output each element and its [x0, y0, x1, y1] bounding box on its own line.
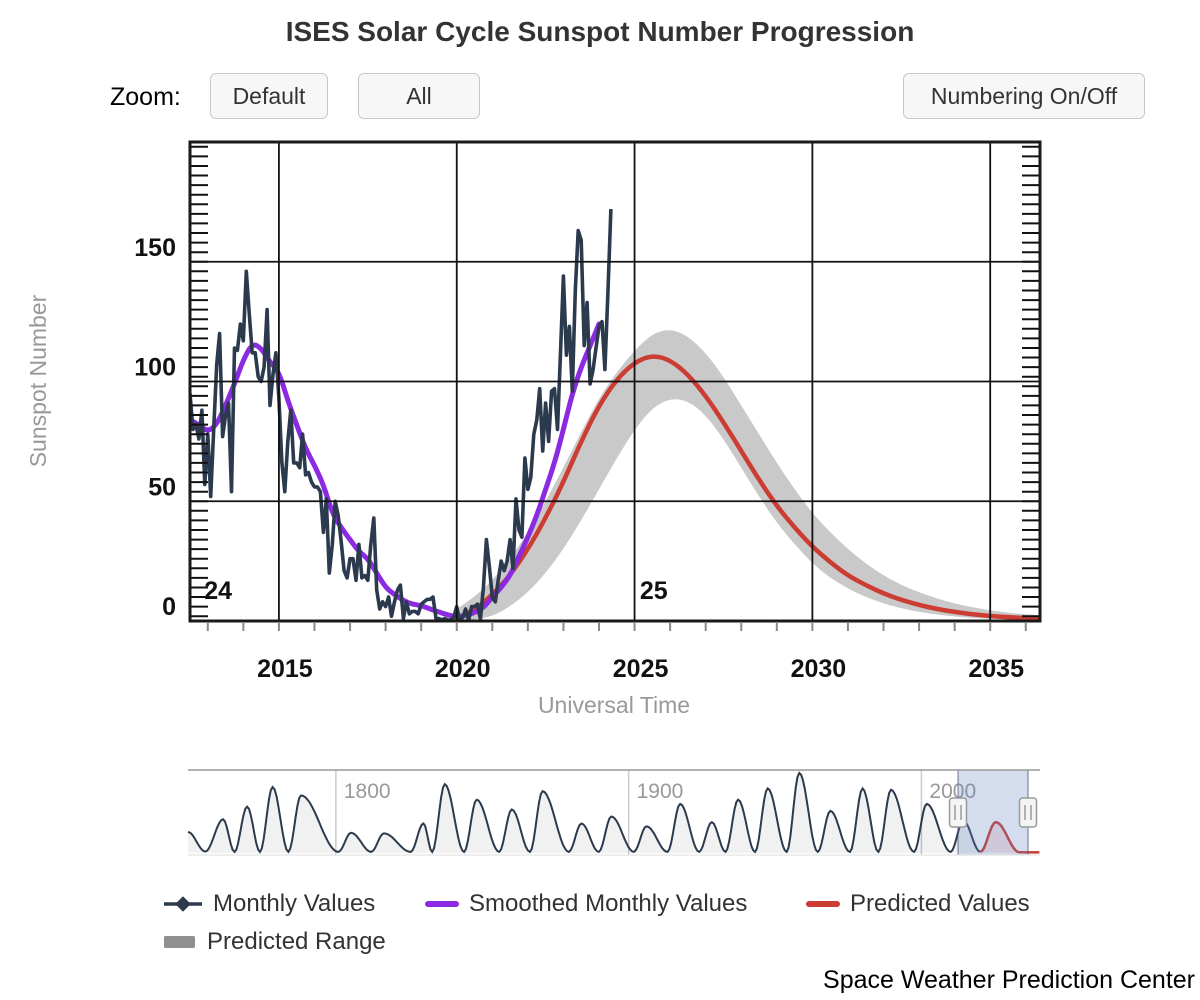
navigator-tick-label: 1900 [637, 780, 684, 803]
legend-label: Smoothed Monthly Values [469, 890, 748, 917]
cycle-number-label: 24 [204, 577, 232, 605]
legend-item-predicted-values[interactable]: Predicted Values [806, 890, 1030, 918]
monthly-values-line [190, 209, 613, 623]
x-axis-tick-label: 2015 [257, 655, 313, 683]
y-axis-tick-label: 100 [134, 354, 176, 382]
legend-item-predicted-range[interactable]: Predicted Range [163, 928, 386, 956]
x-axis-title: Universal Time [538, 692, 690, 718]
predicted-range-marker-icon [164, 936, 195, 948]
navigator-tick-label: 2000 [929, 780, 976, 803]
predicted-values-marker-icon [806, 901, 840, 907]
legend-item-monthly-values[interactable]: Monthly Values [163, 890, 375, 918]
legend-label: Predicted Values [850, 890, 1030, 917]
navigator-history-line [187, 771, 981, 854]
navigator-handle-left[interactable] [948, 797, 968, 828]
monthly-values-marker-icon [164, 896, 202, 912]
navigator-handle-right[interactable] [1018, 797, 1038, 828]
cycle-number-label: 25 [640, 577, 668, 605]
y-axis-tick-label: 50 [148, 473, 176, 501]
zoom-label: Zoom: [110, 83, 181, 111]
plot-frame [188, 140, 1042, 623]
legend-label: Predicted Range [207, 928, 386, 955]
legend-label: Monthly Values [213, 890, 376, 917]
page-title: ISES Solar Cycle Sunspot Number Progress… [285, 16, 915, 47]
navigator-predicted-area [980, 822, 1040, 853]
smoothed-values-marker-icon [425, 901, 459, 907]
y-axis-tick-label: 150 [134, 234, 176, 262]
navigator-predicted-line [979, 820, 1040, 854]
navigator-background [188, 770, 1040, 855]
x-axis-tick-label: 2035 [968, 655, 1024, 683]
x-axis-tick-label: 2020 [435, 655, 491, 683]
navigator-tick-label: 1800 [344, 780, 391, 803]
x-axis-tick-label: 2030 [791, 655, 847, 683]
x-axis-tick-label: 2025 [613, 655, 669, 683]
predicted-values-line [454, 354, 1040, 621]
zoom-all-button[interactable]: All [358, 73, 480, 119]
zoom-default-button[interactable]: Default [210, 73, 328, 119]
legend-item-smoothed-monthly-values[interactable]: Smoothed Monthly Values [425, 890, 747, 918]
zoom-controls: Zoom: Default All Numbering On/Off [0, 73, 1200, 121]
navigator: 1800 1900 2000 [187, 769, 1040, 856]
navigator-history-area [188, 773, 1040, 853]
navigator-selection-mask[interactable] [958, 770, 1028, 855]
source-credit: Space Weather Prediction Center [823, 966, 1195, 994]
y-axis-tick-label: 0 [162, 593, 176, 621]
numbering-toggle-button[interactable]: Numbering On/Off [903, 73, 1145, 119]
y-axis-title: Sunspot Number [25, 294, 51, 467]
